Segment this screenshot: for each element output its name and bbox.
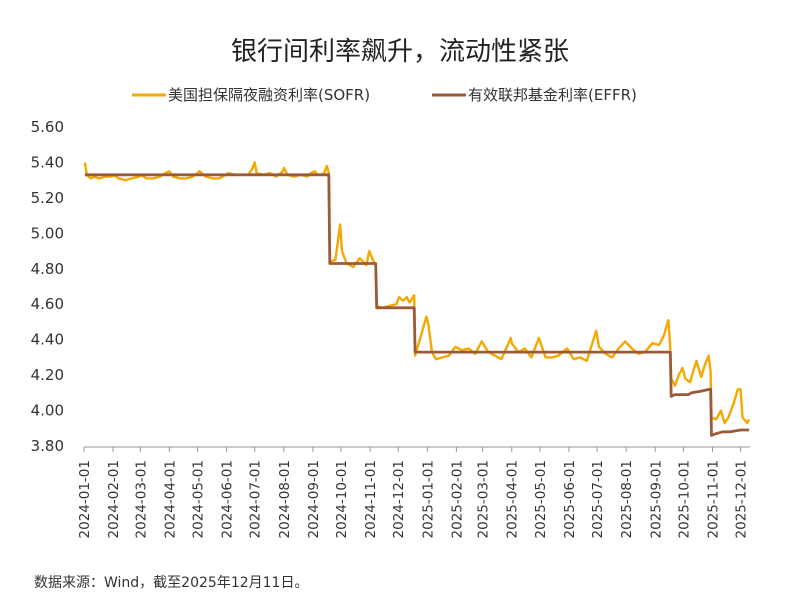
x-tick-label: 2025-12-01 (734, 460, 750, 538)
x-tick-label: 2024-09-01 (306, 460, 322, 538)
source-note: 数据来源：Wind，截至2025年12月11日。 (34, 575, 308, 591)
x-tick-label: 2025-09-01 (648, 460, 664, 538)
effr-line (84, 173, 750, 437)
legend-label-sofr: 美国担保隔夜融资利率(SOFR) (168, 86, 370, 104)
x-tick-label: 2025-03-01 (476, 460, 492, 538)
y-tick-label: 4.80 (31, 260, 64, 278)
y-tick-label: 4.20 (31, 366, 64, 384)
y-tick-label: 5.60 (31, 118, 64, 136)
x-tick-label: 2025-01-01 (420, 460, 436, 538)
legend: 美国担保隔夜融资利率(SOFR) 有效联邦基金利率(EFFR) (132, 86, 637, 104)
y-tick-label: 4.60 (31, 295, 64, 313)
x-tick-label: 2024-03-01 (133, 460, 149, 538)
x-tick-label: 2025-11-01 (705, 460, 721, 538)
series-layer (83, 161, 751, 437)
legend-label-effr: 有效联邦基金利率(EFFR) (468, 86, 637, 104)
x-tick-label: 2024-06-01 (220, 460, 236, 538)
chart-title: 银行间利率飙升，流动性紧张 (231, 37, 569, 67)
x-tick-label: 2025-06-01 (562, 460, 578, 538)
x-tick-label: 2025-10-01 (676, 460, 692, 538)
x-tick-label: 2024-05-01 (191, 460, 207, 538)
x-tick-label: 2024-07-01 (248, 460, 264, 538)
x-tick-label: 2025-04-01 (505, 460, 521, 538)
x-tick-label: 2024-12-01 (391, 460, 407, 538)
x-tick-label: 2025-07-01 (590, 460, 606, 538)
x-tick-label: 2024-04-01 (162, 460, 178, 538)
y-axis: 5.60 5.40 5.20 5.00 4.80 4.60 4.40 4.20 4.00 3.80 (31, 118, 64, 455)
y-tick-label: 3.80 (31, 437, 64, 455)
x-tick-label: 2025-05-01 (533, 460, 549, 538)
x-tick-label: 2024-08-01 (277, 460, 293, 538)
x-axis: 2024-01-01 2024-02-01 2024-03-01 2024-04-01… (77, 446, 750, 538)
y-tick-label: 5.00 (31, 224, 64, 242)
x-tick-label: 2024-02-01 (106, 460, 122, 538)
sofr-line (83, 161, 751, 425)
y-tick-label: 4.40 (31, 331, 64, 349)
x-tick-label: 2024-11-01 (363, 460, 379, 538)
x-tick-label: 2025-02-01 (449, 460, 465, 538)
x-tick-label: 2025-08-01 (619, 460, 635, 538)
x-tick-label: 2024-01-01 (77, 460, 93, 538)
x-tick-label: 2024-10-01 (334, 460, 350, 538)
y-tick-label: 5.40 (31, 153, 64, 171)
y-tick-label: 5.20 (31, 189, 64, 207)
y-tick-label: 4.00 (31, 402, 64, 420)
